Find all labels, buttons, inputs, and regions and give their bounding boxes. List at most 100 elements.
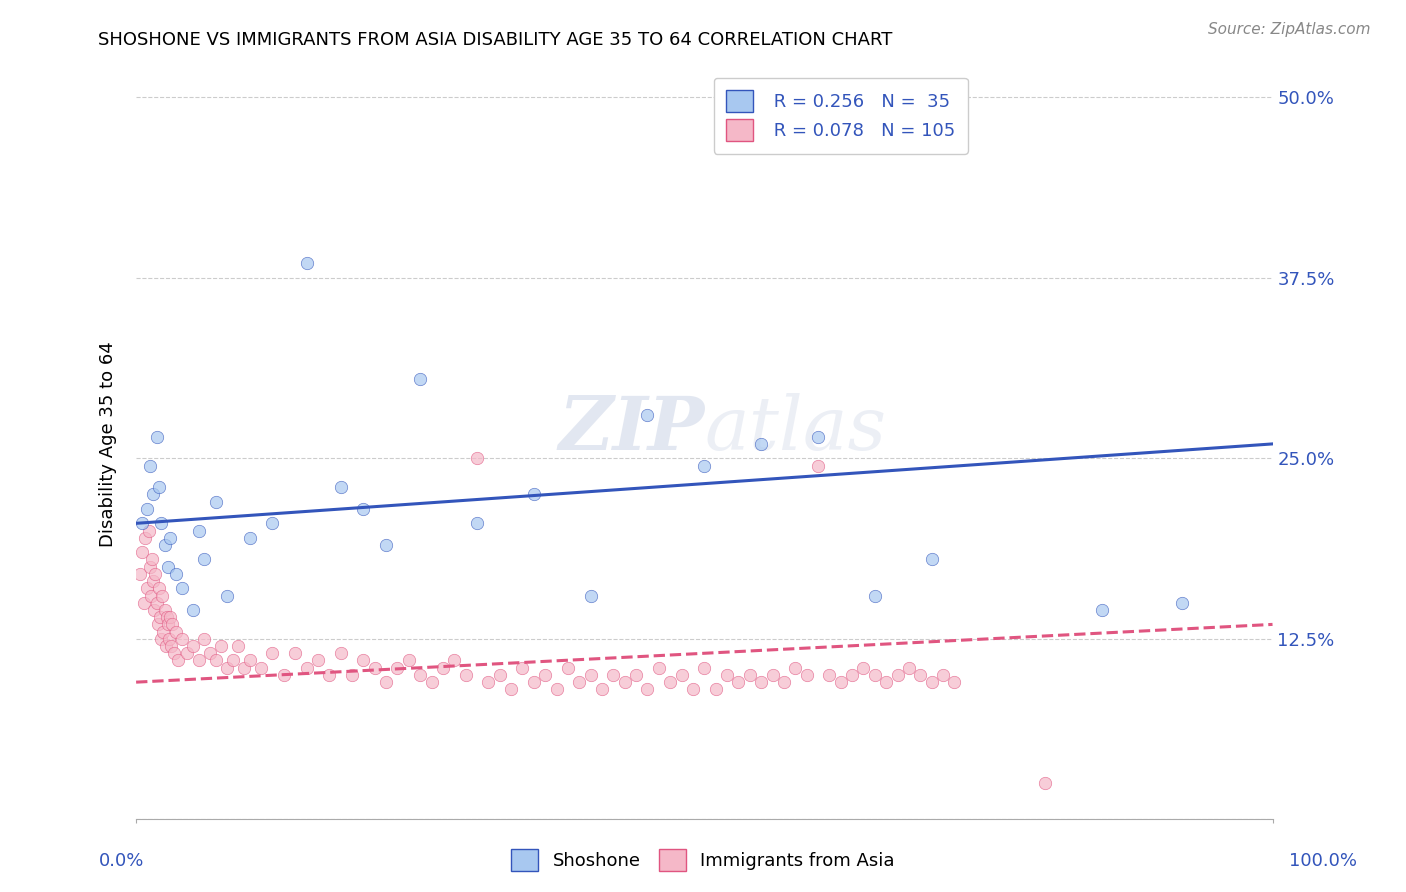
Point <box>352 502 374 516</box>
Point <box>1170 596 1192 610</box>
Point <box>128 566 150 581</box>
Point <box>671 668 693 682</box>
Point <box>738 668 761 682</box>
Point <box>284 646 307 660</box>
Point <box>250 661 273 675</box>
Point <box>215 661 238 675</box>
Point <box>153 538 176 552</box>
Point <box>568 675 591 690</box>
Point <box>141 552 163 566</box>
Point <box>160 639 183 653</box>
Point <box>477 675 499 690</box>
Point <box>134 531 156 545</box>
Point <box>156 559 179 574</box>
Text: ZIP: ZIP <box>558 393 704 466</box>
Point <box>624 668 647 682</box>
Point <box>167 653 190 667</box>
Legend: Shoshone, Immigrants from Asia: Shoshone, Immigrants from Asia <box>503 842 903 879</box>
Point <box>170 582 193 596</box>
Point <box>875 675 897 690</box>
Point <box>150 632 173 646</box>
Text: Source: ZipAtlas.com: Source: ZipAtlas.com <box>1208 22 1371 37</box>
Point <box>932 668 955 682</box>
Point <box>340 668 363 682</box>
Point <box>1033 776 1056 790</box>
Point <box>910 668 932 682</box>
Point <box>131 545 153 559</box>
Point <box>146 617 169 632</box>
Point <box>165 566 187 581</box>
Point <box>262 646 284 660</box>
Point <box>364 661 387 675</box>
Point <box>198 646 221 660</box>
Point <box>233 661 256 675</box>
Point <box>145 430 167 444</box>
Point <box>897 661 920 675</box>
Point <box>693 661 716 675</box>
Point <box>841 668 863 682</box>
Point <box>318 668 340 682</box>
Point <box>136 502 159 516</box>
Point <box>159 531 181 545</box>
Point <box>659 675 682 690</box>
Point <box>145 596 167 610</box>
Legend:  R = 0.256   N =  35,  R = 0.078   N = 105: R = 0.256 N = 35, R = 0.078 N = 105 <box>714 78 967 154</box>
Point <box>239 531 262 545</box>
Point <box>375 538 398 552</box>
Point <box>1091 603 1114 617</box>
Point <box>132 596 155 610</box>
Point <box>139 559 162 574</box>
Point <box>818 668 841 682</box>
Point <box>142 487 165 501</box>
Point <box>773 675 796 690</box>
Point <box>488 668 510 682</box>
Point <box>546 682 568 697</box>
Point <box>637 408 659 422</box>
Point <box>454 668 477 682</box>
Point <box>863 589 886 603</box>
Point <box>187 524 209 538</box>
Point <box>785 661 807 675</box>
Point <box>204 494 226 508</box>
Point <box>162 617 184 632</box>
Point <box>162 646 184 660</box>
Point <box>409 668 432 682</box>
Point <box>761 668 783 682</box>
Point <box>409 372 432 386</box>
Point <box>209 639 232 653</box>
Point <box>693 458 716 473</box>
Point <box>863 668 886 682</box>
Text: 0.0%: 0.0% <box>98 852 143 870</box>
Text: 100.0%: 100.0% <box>1289 852 1357 870</box>
Point <box>523 675 546 690</box>
Point <box>943 675 966 690</box>
Point <box>222 653 245 667</box>
Point <box>157 632 180 646</box>
Point <box>613 675 636 690</box>
Point <box>591 682 613 697</box>
Text: SHOSHONE VS IMMIGRANTS FROM ASIA DISABILITY AGE 35 TO 64 CORRELATION CHART: SHOSHONE VS IMMIGRANTS FROM ASIA DISABIL… <box>98 31 893 49</box>
Point <box>352 653 374 667</box>
Point <box>136 582 159 596</box>
Point <box>156 617 179 632</box>
Point <box>398 653 420 667</box>
Point <box>375 675 398 690</box>
Point <box>165 624 187 639</box>
Point <box>273 668 295 682</box>
Point <box>465 451 488 466</box>
Y-axis label: Disability Age 35 to 64: Disability Age 35 to 64 <box>100 341 117 547</box>
Point <box>557 661 579 675</box>
Point <box>148 480 170 494</box>
Point <box>153 603 176 617</box>
Point <box>921 552 943 566</box>
Point <box>807 430 830 444</box>
Point <box>148 582 170 596</box>
Point <box>193 632 215 646</box>
Point <box>181 603 204 617</box>
Point <box>749 675 772 690</box>
Point <box>432 661 454 675</box>
Point <box>155 639 177 653</box>
Point <box>187 653 209 667</box>
Point <box>830 675 852 690</box>
Point <box>139 458 162 473</box>
